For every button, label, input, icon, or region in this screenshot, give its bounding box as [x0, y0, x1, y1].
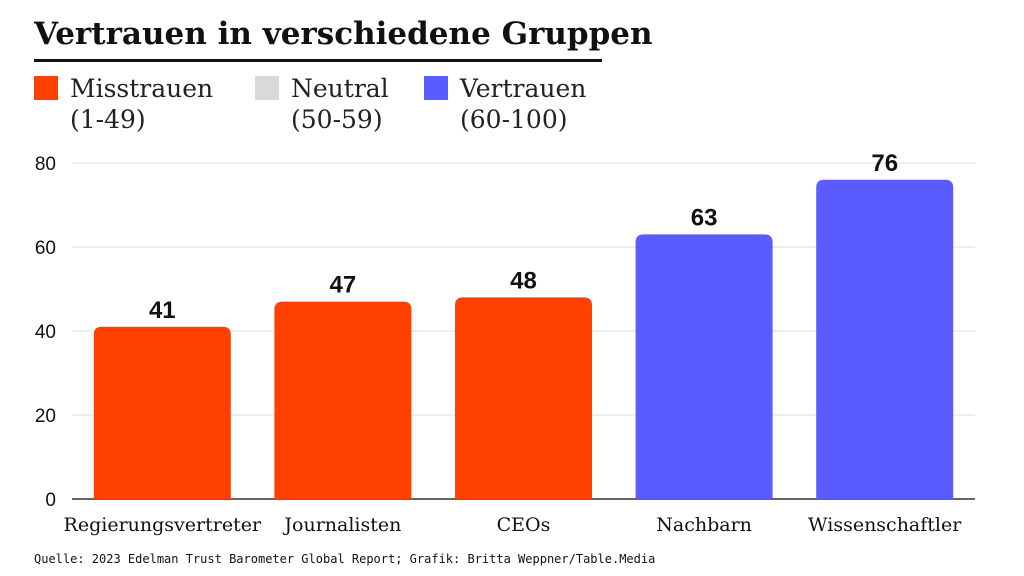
bar-value-label: 41: [149, 297, 176, 324]
bar: [455, 297, 592, 499]
source-note: Quelle: 2023 Edelman Trust Barometer Glo…: [34, 552, 656, 566]
legend-range-neutral: (50-59): [291, 105, 383, 134]
legend-swatch-neutral: [255, 76, 279, 100]
legend-label-vertrauen: Vertrauen: [460, 74, 587, 103]
bar-value-label: 63: [691, 204, 718, 231]
y-tick-label: 80: [35, 154, 56, 175]
chart-title: Vertrauen in verschiedene Gruppen: [34, 16, 653, 52]
bar: [93, 326, 231, 499]
y-tick-label: 20: [35, 406, 56, 427]
legend-range-misstrauen: (1-49): [70, 105, 146, 134]
legend-swatch-vertrauen: [424, 76, 448, 100]
x-tick-label: Journalisten: [282, 514, 401, 536]
x-tick-label: Regierungsvertreter: [64, 514, 262, 536]
legend-range-vertrauen: (60-100): [460, 105, 568, 134]
legend-label-misstrauen: Misstrauen: [70, 74, 214, 103]
bar-value-label: 47: [330, 272, 357, 299]
bar: [635, 234, 773, 499]
legend-label-neutral: Neutral: [291, 74, 389, 103]
y-tick-label: 40: [35, 322, 56, 343]
x-tick-label: Nachbarn: [656, 514, 752, 536]
x-tick-label: CEOs: [497, 514, 551, 536]
y-tick-label: 60: [35, 238, 56, 259]
bar-value-label: 48: [510, 267, 537, 294]
bar: [816, 179, 954, 500]
legend-swatch-misstrauen: [34, 76, 58, 100]
x-tick-label: Wissenschaftler: [808, 514, 962, 536]
title-underline: [34, 59, 602, 62]
y-tick-label: 0: [45, 490, 56, 511]
bar-value-label: 76: [871, 150, 898, 177]
bar: [274, 301, 412, 499]
